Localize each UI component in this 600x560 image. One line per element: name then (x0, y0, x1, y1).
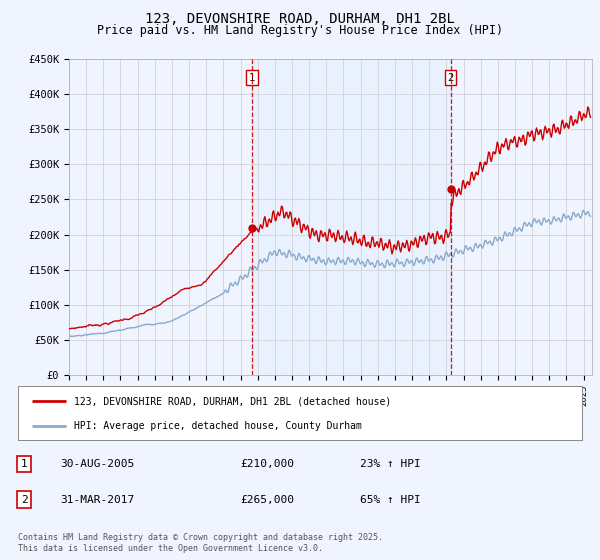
Text: Price paid vs. HM Land Registry's House Price Index (HPI): Price paid vs. HM Land Registry's House … (97, 24, 503, 36)
Text: £265,000: £265,000 (240, 494, 294, 505)
Text: 123, DEVONSHIRE ROAD, DURHAM, DH1 2BL: 123, DEVONSHIRE ROAD, DURHAM, DH1 2BL (145, 12, 455, 26)
Text: 23% ↑ HPI: 23% ↑ HPI (360, 459, 421, 469)
Text: £210,000: £210,000 (240, 459, 294, 469)
Text: 65% ↑ HPI: 65% ↑ HPI (360, 494, 421, 505)
Text: Contains HM Land Registry data © Crown copyright and database right 2025.
This d: Contains HM Land Registry data © Crown c… (18, 533, 383, 553)
Text: 1: 1 (249, 73, 255, 83)
Text: 2: 2 (448, 73, 454, 83)
Text: 30-AUG-2005: 30-AUG-2005 (60, 459, 134, 469)
Text: 1: 1 (20, 459, 28, 469)
Text: 123, DEVONSHIRE ROAD, DURHAM, DH1 2BL (detached house): 123, DEVONSHIRE ROAD, DURHAM, DH1 2BL (d… (74, 396, 392, 407)
Text: 2: 2 (20, 494, 28, 505)
Text: 31-MAR-2017: 31-MAR-2017 (60, 494, 134, 505)
Text: HPI: Average price, detached house, County Durham: HPI: Average price, detached house, Coun… (74, 421, 362, 431)
Bar (252, 59, 451, 375)
